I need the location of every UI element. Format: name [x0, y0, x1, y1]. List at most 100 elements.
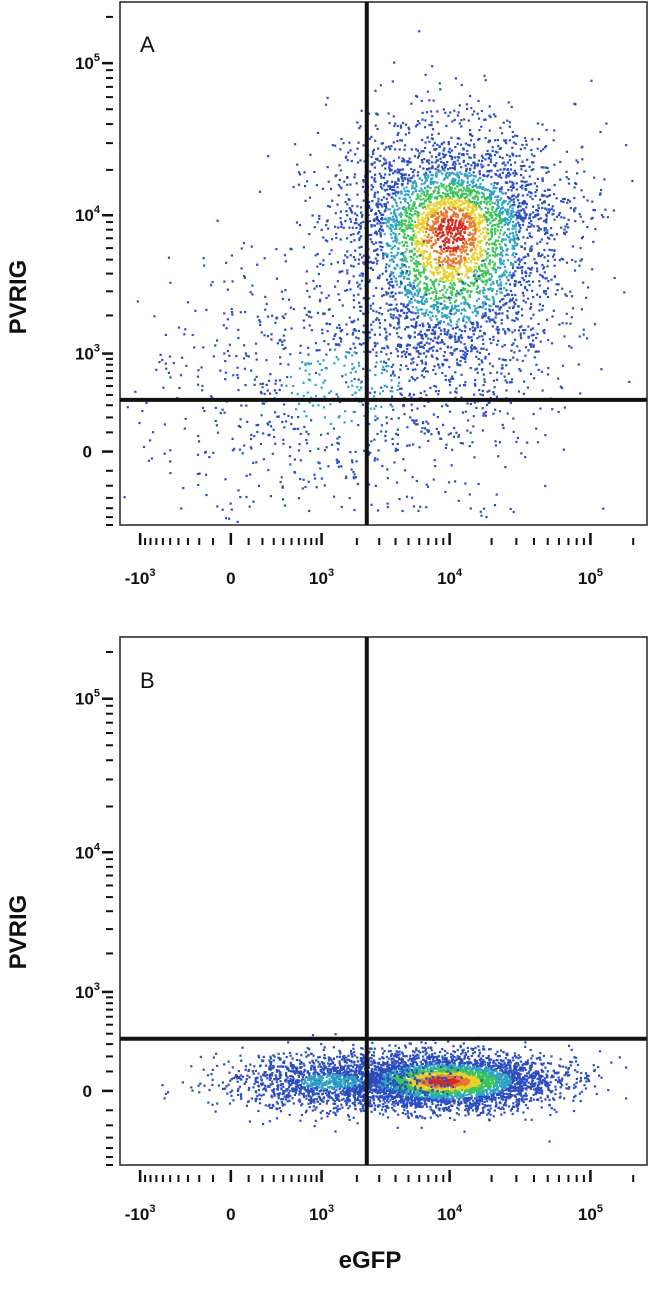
event-dot	[443, 221, 446, 224]
event-dot	[424, 141, 427, 144]
event-dot	[435, 318, 439, 321]
event-dot	[469, 168, 472, 171]
event-dot	[404, 328, 407, 331]
event-dot	[574, 220, 577, 223]
event-dot	[408, 266, 411, 269]
event-dot	[451, 179, 454, 182]
event-dot	[463, 261, 467, 264]
event-dot	[394, 307, 397, 310]
event-dot	[485, 348, 488, 351]
event-dot	[426, 286, 429, 289]
event-dot	[482, 270, 485, 273]
event-dot	[352, 256, 355, 259]
event-dot	[453, 160, 456, 163]
event-dot	[447, 206, 450, 209]
event-dot	[436, 186, 439, 189]
event-dot	[396, 321, 399, 325]
event-dot	[524, 456, 527, 459]
event-dot	[454, 146, 457, 149]
event-dot	[447, 481, 451, 484]
event-dot	[406, 201, 409, 204]
event-dot	[396, 182, 399, 185]
event-dot	[506, 293, 509, 296]
event-dot	[448, 299, 451, 302]
event-dot	[553, 193, 556, 196]
event-dot	[396, 171, 399, 174]
event-dot	[421, 161, 424, 164]
event-dot	[369, 267, 373, 270]
event-dot	[167, 371, 170, 374]
event-dot	[539, 255, 542, 258]
event-dot	[412, 191, 415, 194]
event-dot	[487, 201, 490, 204]
event-dot	[370, 184, 373, 187]
event-dot	[462, 288, 465, 292]
event-dot	[466, 270, 469, 273]
event-dot	[363, 160, 366, 163]
event-dot	[339, 169, 342, 172]
event-dot	[450, 223, 454, 227]
event-dot	[503, 287, 506, 290]
event-dot	[491, 280, 494, 284]
event-dot	[602, 216, 605, 219]
event-dot	[323, 484, 326, 487]
event-dot	[482, 275, 485, 278]
event-dot	[441, 197, 444, 200]
event-dot	[430, 208, 433, 211]
event-dot	[361, 185, 365, 188]
event-dot	[349, 233, 353, 236]
event-dot	[537, 350, 540, 353]
event-dot	[534, 194, 537, 197]
event-dot	[442, 212, 445, 215]
event-dot	[441, 371, 444, 375]
event-dot	[406, 182, 409, 185]
event-dot	[410, 167, 413, 171]
event-dot	[405, 193, 408, 196]
event-dot	[401, 271, 404, 274]
event-dot	[421, 427, 424, 430]
event-dot	[473, 156, 476, 159]
event-dot	[529, 307, 532, 310]
event-dot	[468, 213, 471, 216]
event-dot	[449, 200, 452, 204]
event-dot	[514, 224, 517, 227]
event-dot	[379, 227, 382, 231]
event-dot	[471, 242, 474, 245]
event-dot	[383, 162, 386, 165]
event-dot	[395, 303, 398, 306]
event-dot	[326, 322, 329, 325]
event-dot	[562, 364, 565, 367]
event-dot	[495, 187, 498, 190]
event-dot	[310, 396, 313, 399]
event-dot	[423, 302, 426, 306]
event-dot	[358, 305, 361, 308]
event-dot	[427, 213, 430, 216]
event-dot	[408, 128, 411, 131]
event-dot	[476, 256, 479, 259]
event-dot	[459, 227, 462, 230]
event-dot	[351, 333, 354, 336]
event-dot	[489, 287, 492, 290]
event-dot	[419, 352, 422, 355]
event-dot	[495, 305, 498, 308]
event-dot	[445, 236, 448, 239]
event-dot	[409, 209, 412, 212]
event-dot	[337, 395, 340, 398]
event-dot	[368, 483, 371, 486]
event-dot	[524, 346, 528, 349]
event-dot	[498, 243, 501, 246]
event-dot	[401, 168, 404, 171]
event-dot	[498, 232, 501, 235]
event-dot	[494, 227, 497, 231]
event-dot	[224, 371, 227, 374]
event-dot	[532, 211, 535, 214]
event-dot	[422, 269, 425, 272]
event-dot	[303, 326, 306, 329]
event-dot	[445, 209, 448, 212]
event-dot	[318, 285, 322, 288]
event-dot	[571, 258, 574, 262]
event-dot	[540, 166, 543, 169]
event-dot	[517, 259, 520, 262]
event-dot	[454, 396, 457, 399]
event-dot	[538, 280, 541, 283]
